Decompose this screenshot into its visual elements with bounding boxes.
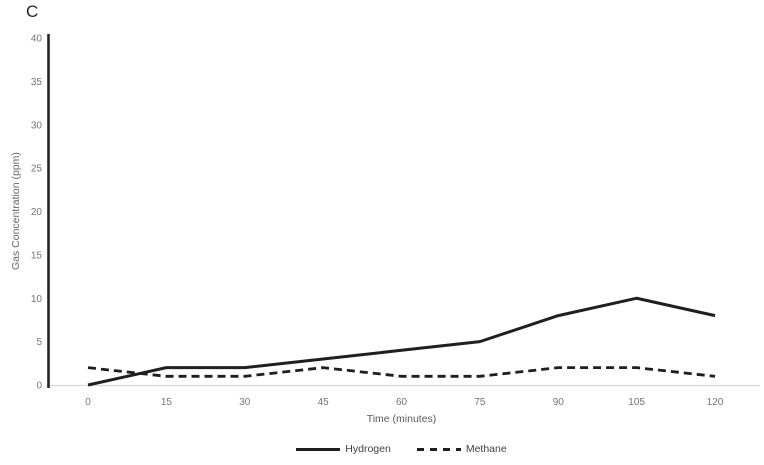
- y-tick-label: 0: [36, 381, 42, 392]
- legend-line-sample-solid: [296, 447, 341, 451]
- y-tick-label: 30: [31, 120, 43, 131]
- y-tick-label: 5: [36, 337, 42, 348]
- legend-line-sample-dashed: [416, 447, 461, 451]
- x-axis-title: Time (minutes): [366, 413, 437, 425]
- x-tick-label: 15: [161, 397, 173, 408]
- y-tick-label: 35: [31, 77, 43, 88]
- y-tick-label: 25: [31, 164, 43, 175]
- x-tick-label: 75: [474, 397, 486, 408]
- x-tick-label: 120: [707, 397, 724, 408]
- y-tick-label: 20: [31, 207, 43, 218]
- legend-label: Methane: [465, 443, 507, 455]
- x-tick-label: 30: [239, 397, 251, 408]
- legend-item-methane: Methane: [416, 443, 507, 455]
- x-tick-label: 60: [396, 397, 408, 408]
- legend-label: Hydrogen: [345, 443, 391, 455]
- series-line-methane: [87, 366, 716, 378]
- legend-item-hydrogen: Hydrogen: [296, 443, 391, 455]
- panel-label: C: [26, 2, 39, 21]
- y-tick-label: 10: [31, 294, 43, 305]
- y-tick-label: 40: [31, 34, 43, 45]
- x-tick-label: 45: [318, 397, 330, 408]
- x-tick-label: 105: [628, 397, 645, 408]
- chart-legend: Hydrogen Methane: [88, 443, 715, 455]
- line-chart-plot: 0 5 10 15 20 25 30 35 40 0 15 30 45 60 75 90 105 120: [31, 34, 760, 408]
- x-tick-label: 0: [85, 397, 91, 408]
- y-tick-label: 15: [31, 250, 43, 261]
- series-line-hydrogen: [87, 296, 716, 387]
- x-tick-label: 90: [553, 397, 565, 408]
